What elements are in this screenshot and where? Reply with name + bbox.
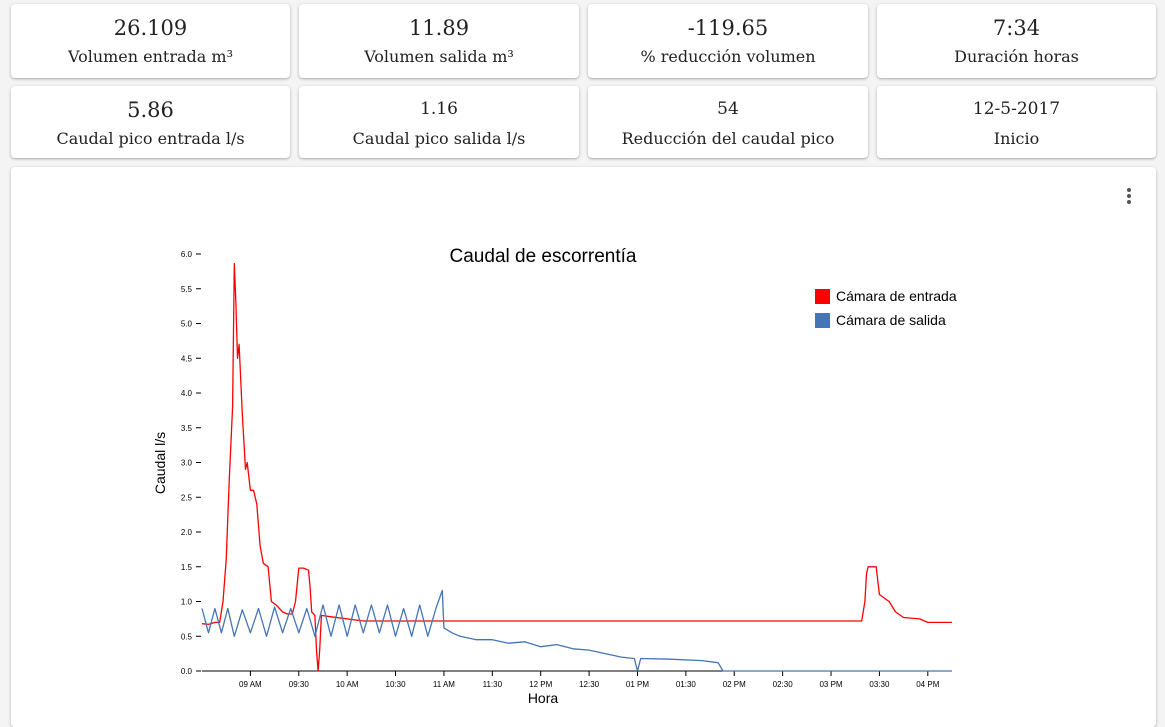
x-tick-label: 02:30 [773, 680, 794, 689]
y-axis-label: Caudal l/s [152, 432, 168, 494]
kpi-value: 54 [717, 99, 739, 119]
y-tick-label: 1.5 [181, 563, 193, 572]
kpi-value: 12-5-2017 [972, 99, 1061, 119]
menu-dot [1127, 194, 1131, 198]
kpi-value: -119.65 [687, 16, 769, 40]
x-tick-label: 10 AM [336, 680, 359, 689]
menu-dot [1127, 200, 1131, 204]
y-tick-label: 6.0 [181, 250, 193, 259]
kpi-label: Volumen entrada m³ [67, 47, 233, 66]
kpi-label: Volumen salida m³ [364, 47, 514, 66]
legend-swatch [815, 313, 830, 328]
series-line-0 [201, 263, 952, 672]
x-tick-label: 11 AM [433, 680, 455, 689]
y-tick-label: 1.0 [181, 598, 193, 607]
kpi-label: Caudal pico salida l/s [352, 129, 526, 148]
x-tick-label: 03:30 [869, 680, 890, 689]
x-tick-label: 09 AM [239, 680, 262, 689]
y-tick-label: 4.0 [181, 389, 193, 398]
x-tick-label: 11:30 [483, 680, 503, 689]
x-tick-label: 12 PM [529, 680, 552, 689]
kpi-value: 26.109 [113, 16, 188, 40]
y-tick-label: 0.0 [181, 667, 193, 676]
more-options-icon[interactable] [1122, 187, 1136, 205]
kpi-card-caudal-pico-entrada: 5.86 Caudal pico entrada l/s [11, 86, 290, 158]
kpi-card-volumen-entrada: 26.109 Volumen entrada m³ [11, 4, 290, 78]
x-tick-label: 02 PM [723, 680, 746, 689]
chart-card [11, 167, 1156, 727]
x-tick-label: 09:30 [289, 680, 310, 689]
y-tick-label: 2.0 [181, 528, 193, 537]
legend: Cámara de entrada Cámara de salida [815, 288, 957, 328]
x-tick-label: 12:30 [579, 680, 600, 689]
legend-label: Cámara de entrada [836, 288, 957, 304]
y-tick-label: 3.5 [181, 424, 193, 433]
kpi-card-reduccion-volumen: -119.65 % reducción volumen [588, 4, 868, 78]
x-tick-label: 10:30 [386, 680, 407, 689]
kpi-label: % reducción volumen [640, 47, 816, 66]
kpi-card-reduccion-caudal-pico: 54 Reducción del caudal pico [588, 86, 868, 158]
x-axis: 09 AM 09:30 10 AM 10:30 11 AM 11:30 12 PM 12:30… [202, 670, 952, 689]
y-tick-label: 5.0 [181, 320, 193, 329]
legend-label: Cámara de salida [836, 312, 946, 328]
kpi-card-caudal-pico-salida: 1.16 Caudal pico salida l/s [299, 86, 579, 158]
kpi-value: 5.86 [127, 98, 174, 122]
kpi-label: Caudal pico entrada l/s [56, 129, 245, 148]
kpi-label: Inicio [993, 129, 1040, 148]
y-tick-label: 4.5 [181, 354, 193, 363]
kpi-card-volumen-salida: 11.89 Volumen salida m³ [299, 4, 579, 78]
kpi-card-inicio: 12-5-2017 Inicio [877, 86, 1156, 158]
y-tick-label: 3.0 [181, 459, 193, 468]
kpi-label: Reducción del caudal pico [621, 129, 835, 148]
series-lines [201, 263, 952, 672]
y-tick-label: 2.5 [181, 493, 193, 502]
menu-dot [1127, 188, 1131, 192]
kpi-card-duracion: 7:34 Duración horas [877, 4, 1156, 78]
chart-title: Caudal de escorrentía [450, 246, 637, 267]
kpi-value: 1.16 [420, 99, 458, 119]
series-line-1 [201, 589, 952, 672]
y-tick-label: 0.5 [181, 632, 193, 641]
x-tick-label: 01 PM [626, 680, 649, 689]
y-axis: 0.0 0.5 1.0 1.5 2.0 2.5 3.0 3.5 4.0 4.5 5.0 5.5 6.0 [181, 250, 201, 676]
x-axis-label: Hora [528, 690, 559, 706]
kpi-label: Duración horas [954, 47, 1079, 66]
y-tick-label: 5.5 [181, 285, 193, 294]
x-tick-label: 04 PM [916, 680, 939, 689]
kpi-value: 11.89 [408, 16, 470, 40]
legend-swatch [815, 289, 830, 304]
x-tick-label: 01:30 [676, 680, 697, 689]
x-tick-label: 03 PM [819, 680, 842, 689]
kpi-value: 7:34 [992, 16, 1041, 40]
